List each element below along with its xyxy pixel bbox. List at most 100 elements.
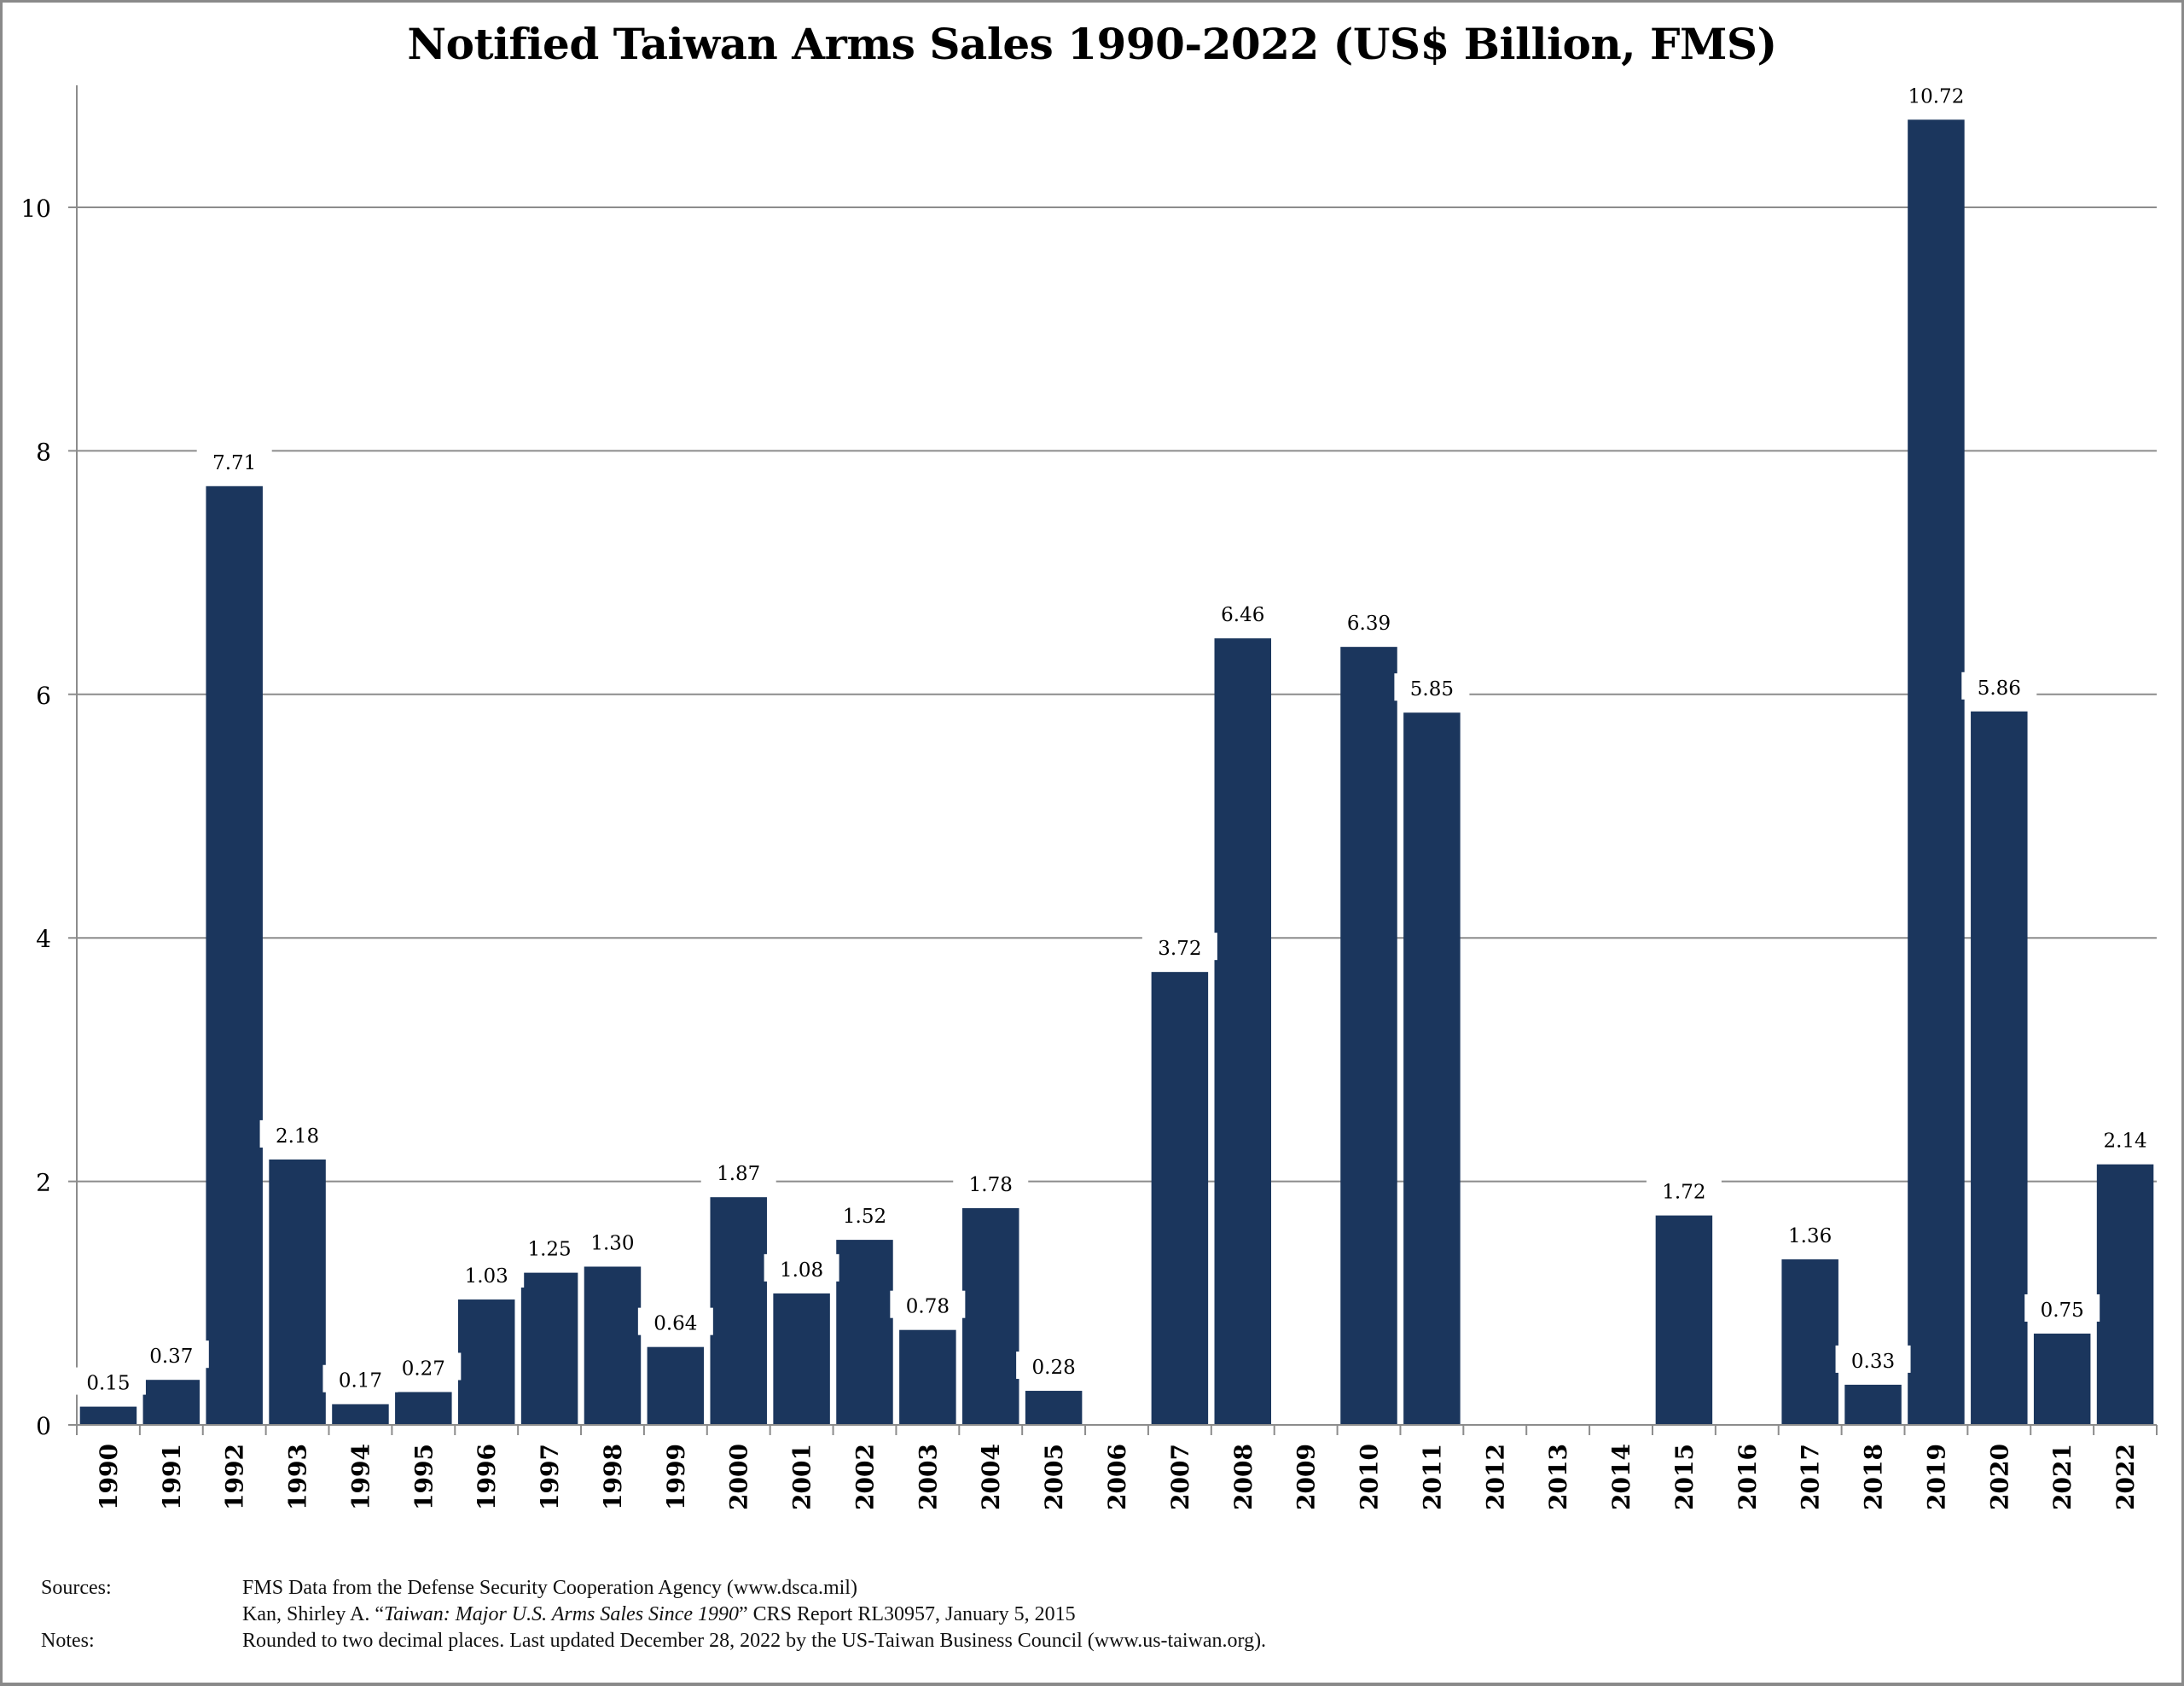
data-label: 6.46 (1221, 604, 1264, 626)
bar-2022 (2096, 1164, 2154, 1425)
data-label-bg (1331, 608, 1407, 636)
data-label-bg (1141, 933, 1217, 961)
x-tick-label: 2015 (1670, 1444, 1699, 1510)
bar-1995 (395, 1392, 452, 1425)
x-tick-label: 1996 (473, 1444, 501, 1510)
source-2-title: Taiwan: Major U.S. Arms Sales Since 1990 (383, 1603, 739, 1625)
x-tick-label: 1992 (221, 1444, 249, 1510)
data-label: 2.18 (276, 1125, 319, 1148)
bar-1994 (332, 1404, 389, 1425)
data-label-bg (70, 1367, 146, 1395)
x-tick-label: 2014 (1607, 1444, 1635, 1510)
bar-2017 (1781, 1259, 1838, 1425)
data-label-bg (953, 1168, 1029, 1196)
data-label-bg (322, 1364, 398, 1392)
x-tick-label: 2022 (2111, 1444, 2140, 1510)
x-tick-label: 2002 (851, 1444, 879, 1510)
bar-2004 (961, 1207, 1019, 1425)
data-label-bg (133, 1340, 209, 1369)
x-tick-label: 2017 (1797, 1444, 1825, 1510)
x-tick-label: 1999 (662, 1444, 690, 1510)
data-label: 2.14 (2103, 1131, 2146, 1153)
data-label: 1.78 (969, 1174, 1013, 1196)
data-labels: 0.15 0.37 7.71 2.18 0.17 0.27 1.03 1.25 1.30 0.64… (70, 80, 2164, 1395)
data-label: 1.25 (527, 1239, 571, 1261)
y-tick-label: 10 (20, 195, 51, 223)
bar-1993 (269, 1159, 326, 1425)
data-label-bg (386, 1352, 462, 1381)
x-tick-label: 2008 (1229, 1444, 1258, 1510)
data-label: 0.64 (653, 1313, 697, 1335)
data-label: 0.17 (339, 1370, 382, 1392)
data-label-bg (764, 1253, 839, 1282)
bar-1999 (647, 1346, 705, 1425)
data-label-bg (1205, 599, 1281, 627)
x-tick-label: 2003 (914, 1444, 942, 1510)
data-label-bg (512, 1233, 588, 1261)
x-tick-label: 2009 (1292, 1444, 1321, 1510)
y-tick-labels: 0 2 4 6 8 10 (20, 195, 51, 1440)
x-tick-label: 2005 (1040, 1444, 1068, 1510)
sources-row: Sources: FMS Data from the Defense Secur… (41, 1575, 1266, 1602)
x-tick-label: 2007 (1166, 1444, 1194, 1510)
x-tick-label: 2004 (977, 1444, 1005, 1510)
x-tick-label: 2019 (1922, 1444, 1950, 1510)
x-tick-label: 2020 (1985, 1444, 2013, 1510)
data-label-bg (1772, 1219, 1848, 1247)
chart-title: Notified Taiwan Arms Sales 1990-2022 (US… (407, 19, 1777, 69)
source-1: FMS Data from the Defense Security Coope… (242, 1577, 857, 1599)
data-label-bg (449, 1260, 525, 1288)
data-label: 3.72 (1158, 938, 1201, 960)
x-tick-label: 2016 (1734, 1444, 1762, 1510)
x-tick-label: 1990 (95, 1444, 123, 1510)
bar-1992 (206, 485, 263, 1426)
bar-2015 (1655, 1215, 1713, 1425)
x-tick-label: 2000 (725, 1444, 753, 1510)
data-label: 1.87 (717, 1163, 760, 1185)
data-label: 1.08 (780, 1259, 823, 1282)
bar-2018 (1844, 1384, 1902, 1425)
data-label: 0.15 (86, 1373, 130, 1395)
data-label-bg (1646, 1176, 1722, 1204)
bar-2007 (1151, 972, 1209, 1425)
bar-1990 (79, 1406, 137, 1425)
bar-2005 (1025, 1391, 1083, 1425)
x-tick-label: 1993 (284, 1444, 312, 1510)
x-tick-label: 1991 (158, 1444, 186, 1510)
data-label: 1.03 (465, 1265, 508, 1288)
bar-2011 (1403, 712, 1461, 1425)
bar-2021 (2033, 1333, 2091, 1425)
bar-2008 (1214, 638, 1272, 1425)
bars (79, 119, 2154, 1426)
data-label: 1.30 (590, 1232, 634, 1254)
data-label: 6.39 (1347, 613, 1391, 635)
data-label: 0.75 (2041, 1299, 2084, 1322)
bar-1997 (520, 1272, 578, 1425)
notes-row: Notes: Rounded to two decimal places. La… (41, 1628, 1266, 1654)
y-tick-label: 0 (36, 1412, 51, 1440)
sources-row-2: Kan, Shirley A. “Taiwan: Major U.S. Arms… (41, 1602, 1266, 1628)
data-label-bg (1961, 671, 2037, 700)
bar-chart: 0.15 0.37 7.71 2.18 0.17 0.27 1.03 1.25 1.30 0.64… (20, 80, 2164, 1510)
data-label: 0.37 (149, 1346, 193, 1368)
data-label: 0.27 (402, 1358, 445, 1380)
data-label: 1.36 (1788, 1225, 1832, 1247)
bar-1998 (584, 1266, 642, 1425)
bar-2019 (1908, 119, 1965, 1426)
source-2: Kan, Shirley A. “Taiwan: Major U.S. Arms… (242, 1603, 1076, 1625)
x-tick-label: 1998 (599, 1444, 627, 1510)
data-label: 5.86 (1978, 677, 2021, 700)
data-label-bg (1898, 80, 1974, 108)
data-label-bg (196, 446, 272, 474)
x-tick-label: 2001 (788, 1444, 816, 1510)
bar-2020 (1971, 711, 2028, 1425)
bar-1991 (142, 1380, 200, 1425)
data-label: 1.72 (1662, 1182, 1705, 1204)
data-label: 0.78 (906, 1296, 950, 1318)
data-label-bg (574, 1227, 650, 1255)
data-label-bg (1835, 1345, 1911, 1373)
bar-2010 (1340, 647, 1397, 1425)
bar-2001 (773, 1293, 830, 1425)
footer: Sources: FMS Data from the Defense Secur… (41, 1575, 1266, 1654)
x-tick-label: 2006 (1103, 1444, 1131, 1510)
